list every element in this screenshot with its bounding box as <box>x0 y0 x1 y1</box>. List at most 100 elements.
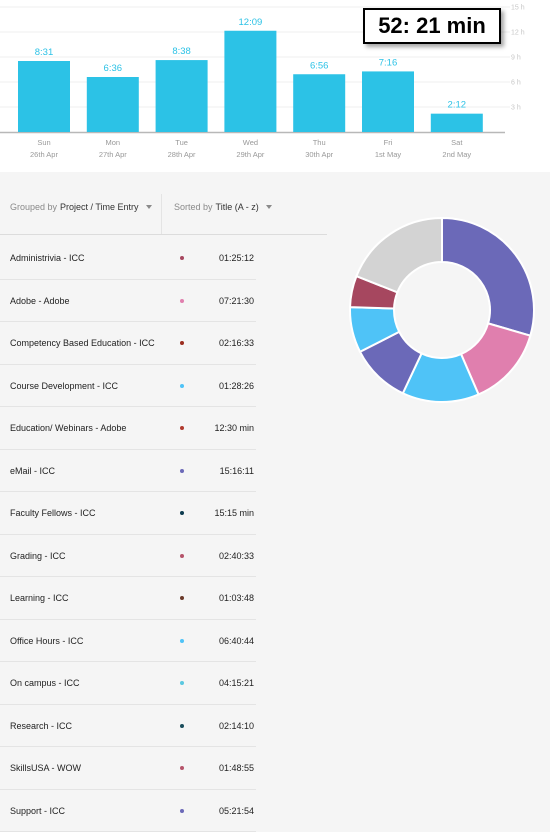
list-controls: Grouped by Project / Time Entry Sorted b… <box>0 194 330 234</box>
entry-title: Grading - ICC <box>10 551 66 561</box>
time-entry-row[interactable]: Adobe - Adobe 07:21:30 <box>0 280 256 323</box>
y-tick-label: 9 h <box>511 55 521 62</box>
entry-color-dot-icon <box>180 554 184 558</box>
entry-title: SkillsUSA - WOW <box>10 763 81 773</box>
bar-value-label: 2:12 <box>448 100 467 111</box>
entry-duration: 01:25:12 <box>219 253 254 263</box>
sort-by-value: Title (A - z) <box>216 202 259 212</box>
day-label: Tue <box>175 138 188 147</box>
entry-duration: 15:16:11 <box>220 466 254 476</box>
entry-color-dot-icon <box>180 341 184 345</box>
y-tick-label: 3 h <box>511 105 521 112</box>
day-bar[interactable] <box>293 74 345 132</box>
entry-title: Competency Based Education - ICC <box>10 338 155 348</box>
day-bar[interactable] <box>87 77 139 132</box>
entry-duration: 12:30 min <box>214 423 254 433</box>
entry-duration: 02:14:10 <box>219 721 254 731</box>
day-label: Wed <box>243 138 258 147</box>
date-label: 2nd May <box>442 150 471 159</box>
entry-duration: 15:15 min <box>214 508 254 518</box>
time-entry-row[interactable]: Administrivia - ICC 01:25:12 <box>0 237 256 280</box>
y-tick-label: 12 h <box>511 30 525 37</box>
entry-color-dot-icon <box>180 766 184 770</box>
entry-color-dot-icon <box>180 299 184 303</box>
controls-divider <box>161 194 162 234</box>
donut-slice[interactable] <box>356 218 442 292</box>
day-label: Mon <box>106 138 121 147</box>
entry-color-dot-icon <box>180 596 184 600</box>
date-label: 1st May <box>375 150 402 159</box>
day-bar[interactable] <box>431 114 483 132</box>
time-entry-row[interactable]: Course Development - ICC 01:28:26 <box>0 365 256 408</box>
sort-by-prefix: Sorted by <box>174 202 213 212</box>
controls-divider-line <box>0 234 327 235</box>
entry-duration: 04:15:21 <box>219 678 254 688</box>
donut-slice[interactable] <box>442 218 534 336</box>
day-bar[interactable] <box>224 31 276 132</box>
date-label: 26th Apr <box>30 150 58 159</box>
group-by-prefix: Grouped by <box>10 202 57 212</box>
entry-duration: 05:21:54 <box>219 806 254 816</box>
entry-duration: 07:21:30 <box>219 296 254 306</box>
entry-title: Faculty Fellows - ICC <box>10 508 96 518</box>
caret-down-icon <box>146 205 152 209</box>
entry-duration: 06:40:44 <box>219 636 254 646</box>
bar-value-label: 6:56 <box>310 60 329 71</box>
day-label: Sat <box>451 138 463 147</box>
entry-duration: 02:16:33 <box>219 338 254 348</box>
time-entry-row[interactable]: Faculty Fellows - ICC 15:15 min <box>0 492 256 535</box>
entry-title: Course Development - ICC <box>10 381 118 391</box>
day-bar[interactable] <box>362 71 414 132</box>
entry-color-dot-icon <box>180 681 184 685</box>
total-time-text: 52: 21 min <box>378 13 486 39</box>
bar-value-label: 7:16 <box>379 57 398 68</box>
entry-color-dot-icon <box>180 809 184 813</box>
entry-title: Adobe - Adobe <box>10 296 70 306</box>
project-donut-chart <box>348 216 536 404</box>
entry-color-dot-icon <box>180 469 184 473</box>
date-label: 30th Apr <box>305 150 333 159</box>
entry-color-dot-icon <box>180 384 184 388</box>
entry-title: eMail - ICC <box>10 466 55 476</box>
bar-value-label: 8:38 <box>172 46 191 57</box>
time-entry-row[interactable]: eMail - ICC 15:16:11 <box>0 450 256 493</box>
entry-title: Administrivia - ICC <box>10 253 85 263</box>
group-by-dropdown[interactable]: Grouped by Project / Time Entry <box>10 202 152 212</box>
day-bar[interactable] <box>18 61 70 132</box>
group-by-value: Project / Time Entry <box>60 202 139 212</box>
entry-color-dot-icon <box>180 639 184 643</box>
entry-title: Learning - ICC <box>10 593 69 603</box>
bar-value-label: 12:09 <box>239 17 263 28</box>
time-entry-list: Administrivia - ICC 01:25:12 Adobe - Adobe… <box>0 237 256 832</box>
entry-color-dot-icon <box>180 426 184 430</box>
entry-duration: 01:03:48 <box>219 593 254 603</box>
y-tick-label: 15 h <box>511 5 525 12</box>
bar-value-label: 8:31 <box>35 47 54 58</box>
day-label: Thu <box>313 138 326 147</box>
time-entry-row[interactable]: Research - ICC 02:14:10 <box>0 705 256 748</box>
sort-by-dropdown[interactable]: Sorted by Title (A - z) <box>174 202 272 212</box>
date-label: 28th Apr <box>168 150 196 159</box>
time-entry-row[interactable]: Education/ Webinars - Adobe 12:30 min <box>0 407 256 450</box>
time-entry-row[interactable]: Competency Based Education - ICC 02:16:33 <box>0 322 256 365</box>
day-label: Sun <box>37 138 50 147</box>
entry-title: On campus - ICC <box>10 678 80 688</box>
entry-title: Office Hours - ICC <box>10 636 83 646</box>
date-label: 29th Apr <box>236 150 264 159</box>
time-entry-row[interactable]: On campus - ICC 04:15:21 <box>0 662 256 705</box>
time-entry-row[interactable]: Learning - ICC 01:03:48 <box>0 577 256 620</box>
entry-color-dot-icon <box>180 724 184 728</box>
entry-duration: 02:40:33 <box>219 551 254 561</box>
entry-duration: 01:28:26 <box>219 381 254 391</box>
entry-title: Research - ICC <box>10 721 72 731</box>
entry-title: Education/ Webinars - Adobe <box>10 423 126 433</box>
entry-color-dot-icon <box>180 511 184 515</box>
time-entry-row[interactable]: Grading - ICC 02:40:33 <box>0 535 256 578</box>
entry-color-dot-icon <box>180 256 184 260</box>
time-entry-row[interactable]: Office Hours - ICC 06:40:44 <box>0 620 256 663</box>
bar-value-label: 6:36 <box>104 63 123 74</box>
day-label: Fri <box>384 138 393 147</box>
day-bar[interactable] <box>156 60 208 132</box>
